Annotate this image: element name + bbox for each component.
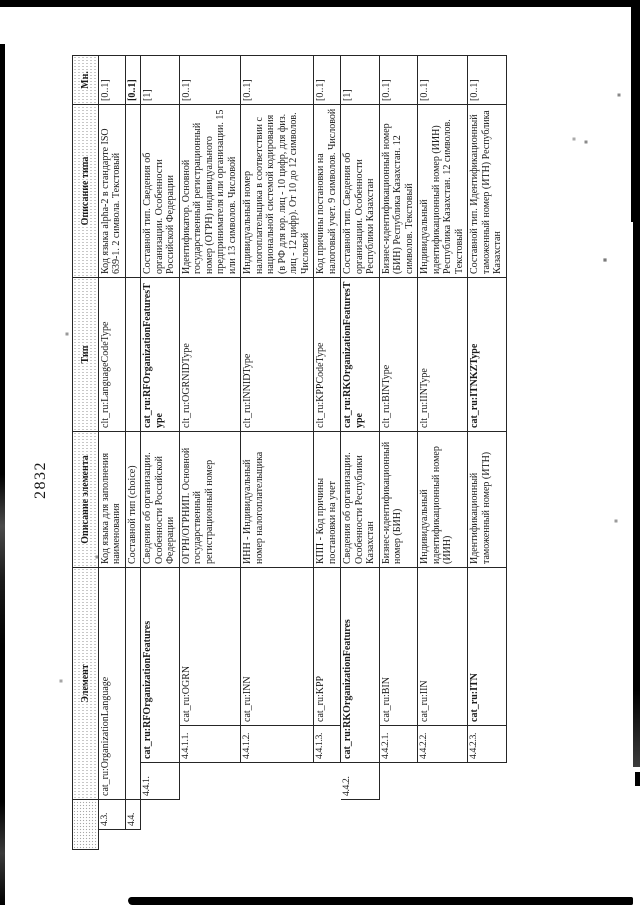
table-row: 4.3. cat_ru:OrganizationLanguage Код языка…	[98, 55, 126, 830]
cell-no: 4.3.	[98, 800, 126, 830]
cell-type-desc: Индивидуальный номер налогоплательщика в…	[241, 105, 314, 278]
cell-no: 4.4.2.3.	[468, 726, 507, 763]
cell-element: cat_ru:IIN	[418, 568, 468, 726]
cell-no: 4.4.1.	[141, 763, 180, 800]
header-cell-mult: Мн.	[72, 55, 99, 105]
cell-element-desc: Сведения об организации. Особенности Рес…	[341, 432, 380, 568]
cell-type: clt_ru:LanguageCodeType	[98, 278, 126, 432]
cell-type: clt_ru:OGRNIDType	[179, 278, 241, 432]
cell-element: cat_ru:INN	[241, 568, 314, 726]
cell-mult: [1]	[341, 55, 380, 105]
table-body: 4.3. cat_ru:OrganizationLanguage Код языка…	[98, 55, 507, 850]
cell-no: 4.4.1.1.	[179, 726, 241, 763]
cell-no: 4.4.2.1.	[379, 726, 418, 763]
scan-edge-top	[0, 0, 640, 7]
cell-type: clt_ru:INNIDType	[241, 278, 314, 432]
table-header-row: Элемент Описание элемента Тип Описание т…	[72, 55, 99, 850]
header-cell-type: Тип	[72, 278, 99, 432]
scan-edge-right	[631, 0, 640, 222]
table-row: 4.4.1.1. cat_ru:OGRN ОГРН/ОГРНИП. Основной…	[179, 55, 241, 763]
cell-element-desc: Идентификационный таможенный номер (ИТН)	[468, 432, 507, 568]
cell-type: clt_ru:KPPCodeType	[314, 278, 341, 432]
cell-type	[125, 278, 141, 432]
table-row: 4.4.2.3. cat_ru:ITN Идентификационный тамо…	[468, 55, 507, 763]
cell-mult: [0..1]	[125, 55, 141, 105]
cell-mult: [0..1]	[379, 55, 418, 105]
cell-no: 4.4.2.2.	[418, 726, 468, 763]
header-cell-element: Элемент	[72, 568, 99, 800]
cell-type: clt_ru:BINType	[379, 278, 418, 432]
page-number: 2832	[32, 461, 49, 499]
cell-type-desc: Бизнес-идентификационный номер (БИН) Рес…	[379, 105, 418, 278]
cell-mult: [0..1]	[241, 55, 314, 105]
cell-type-desc: Составной тип. Сведения об организации. …	[141, 105, 180, 278]
table-row: 4.4.2.1. cat_ru:BIN Бизнес-идентификационн…	[379, 55, 418, 763]
cell-type-desc: Код языка alpha-2 в стандарте ISO 639-1.…	[98, 105, 126, 278]
cell-element: cat_ru:RKOrganizationFeatures	[341, 568, 380, 763]
cell-type-desc	[125, 105, 141, 278]
cell-mult: [1]	[141, 55, 180, 105]
table-row: 4.4.1.3. cat_ru:KPP КПП - Код причины пост…	[314, 55, 341, 763]
cell-element: cat_ru:BIN	[379, 568, 418, 726]
cell-mult: [0..1]	[314, 55, 341, 105]
scan-edge-bottom	[128, 897, 633, 905]
cell-type-desc: Идентификатор. Основной государственный …	[179, 105, 241, 278]
cell-element: cat_ru:RFOrganizationFeatures	[141, 568, 180, 763]
cell-element: cat_ru:OrganizationLanguage	[98, 568, 126, 800]
scan-edge-left	[0, 44, 5, 905]
table-row: 4.4.2. cat_ru:RKOrganizationFeatures Сведе…	[341, 55, 380, 800]
cell-type-desc: Индивидуальный идентификационный номер (…	[418, 105, 468, 278]
cell-no: 4.4.2.	[341, 763, 380, 800]
cell-element-desc: ОГРН/ОГРНИП. Основной государственный ре…	[179, 432, 241, 568]
cell-element-desc: Индивидуальный идентификационный номер (…	[418, 432, 468, 568]
cell-type-desc: Составной тип. Идентификационный таможен…	[468, 105, 507, 278]
cell-mult: [0..1]	[468, 55, 507, 105]
table-row: 4.4.2.2. cat_ru:IIN Индивидуальный идентиф…	[418, 55, 468, 763]
cell-element-desc: ИНН - Индивидуальный номер налогоплатель…	[241, 432, 314, 568]
scan-edge-tick	[635, 772, 640, 786]
cell-type: cat_ru:RFOrganizationFeaturesType	[141, 278, 180, 432]
cell-no: 4.4.1.3.	[314, 726, 341, 763]
cell-element-desc: Код языка для заполнения наименования	[98, 432, 126, 568]
cell-type-desc: Составной тип. Сведения об организации. …	[341, 105, 380, 278]
cell-element-desc: КПП - Код причины постановки на учет	[314, 432, 341, 568]
cell-element: cat_ru:KPP	[314, 568, 341, 726]
cell-element: cat_ru:OGRN	[179, 568, 241, 726]
data-model-table: Элемент Описание элемента Тип Описание т…	[72, 55, 507, 850]
table-row: 4.4.1.2. cat_ru:INN ИНН - Индивидуальный н…	[241, 55, 314, 763]
cell-element-desc: Бизнес-идентификационный номер (БИН)	[379, 432, 418, 568]
cell-no: 4.4.1.2.	[241, 726, 314, 763]
table-row: 4.4.1. cat_ru:RFOrganizationFeatures Сведе…	[141, 55, 180, 800]
cell-no: 4.4.	[125, 800, 141, 830]
cell-element	[125, 568, 141, 800]
cell-element-desc: Сведения об организации. Особенности Рос…	[141, 432, 180, 568]
header-cell-no	[72, 800, 99, 850]
cell-type: cat_ru:RKOrganizationFeaturesType	[341, 278, 380, 432]
cell-type-desc: Код причины постановки на налоговый учет…	[314, 105, 341, 278]
cell-mult: [0..1]	[418, 55, 468, 105]
cell-mult: [0..1]	[179, 55, 241, 105]
scan-edge-right-lower	[633, 222, 640, 767]
cell-type: cat_ru:ITNKZType	[468, 278, 507, 432]
header-cell-element-desc: Описание элемента	[72, 432, 99, 568]
cell-element: cat_ru:ITN	[468, 568, 507, 726]
cell-element-desc: Составной тип (choice)	[125, 432, 141, 568]
cell-mult: [0..1]	[98, 55, 126, 105]
table-row: 4.4. Составной тип (choice) [0..1]	[125, 55, 141, 830]
header-cell-type-desc: Описание типа	[72, 105, 99, 278]
cell-type: clt_ru:IINType	[418, 278, 468, 432]
